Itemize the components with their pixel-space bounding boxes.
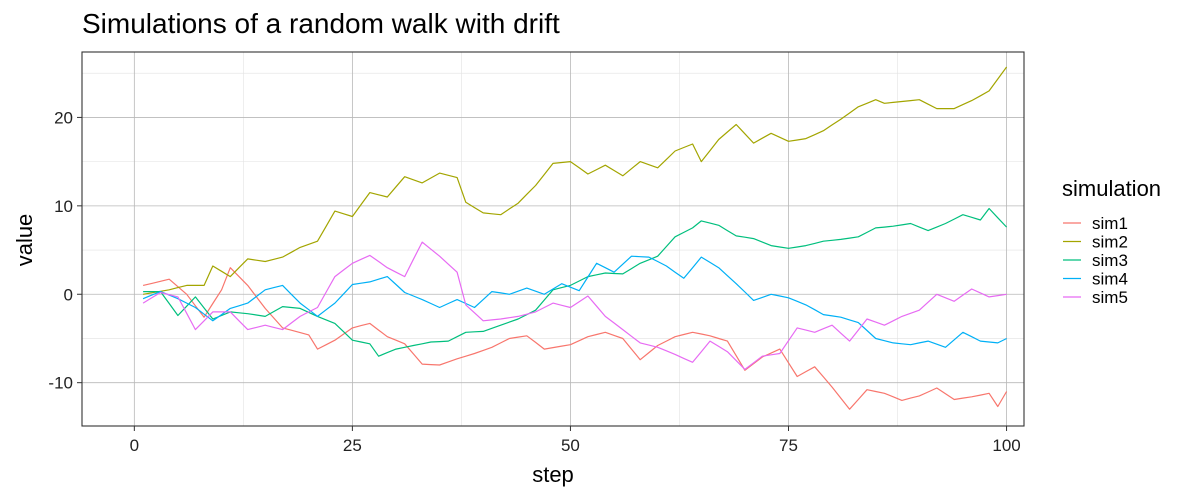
legend-label-sim1: sim1 <box>1092 214 1128 233</box>
major-gridlines <box>82 52 1024 426</box>
series-line-sim5 <box>142 241 1007 370</box>
minor-gridlines <box>82 52 1024 426</box>
x-tick-label: 100 <box>992 436 1020 455</box>
y-tick-label: 0 <box>64 285 73 304</box>
y-tick-label: 20 <box>54 108 73 127</box>
x-tick-label: 50 <box>561 436 580 455</box>
chart-title: Simulations of a random walk with drift <box>82 8 560 39</box>
x-axis-label: step <box>532 462 574 487</box>
x-tick-label: 75 <box>779 436 798 455</box>
legend-label-sim2: sim2 <box>1092 233 1128 252</box>
series-line-sim1 <box>142 267 1008 410</box>
y-tick-label: -10 <box>48 374 73 393</box>
series-line-sim3 <box>143 207 1008 357</box>
series-lines <box>142 66 1008 410</box>
x-tick-label: 0 <box>130 436 139 455</box>
x-axis: 0 25 50 75 100 <box>130 426 1021 455</box>
x-tick-label: 25 <box>343 436 362 455</box>
y-axis: -10 0 10 20 <box>48 108 82 393</box>
legend-title: simulation <box>1062 176 1161 201</box>
y-tick-label: 10 <box>54 197 73 216</box>
legend-label-sim4: sim4 <box>1092 270 1128 289</box>
plot-panel <box>81 51 1025 427</box>
series-line-sim4 <box>142 255 1007 348</box>
series-line-sim2 <box>142 66 1008 295</box>
legend-label-sim5: sim5 <box>1092 288 1128 307</box>
y-axis-label: value <box>12 214 37 267</box>
legend-label-sim3: sim3 <box>1092 251 1128 270</box>
